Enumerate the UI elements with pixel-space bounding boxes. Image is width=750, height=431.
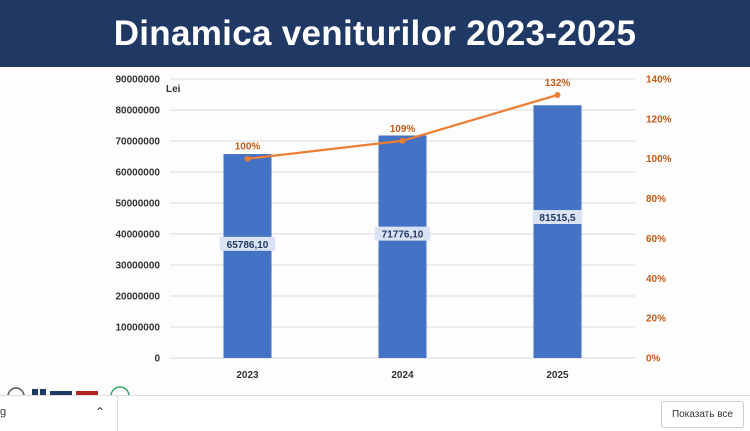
line-value-label: 132% <box>545 78 571 89</box>
revenue-chart: 65786,10 71776,10 81515,5 100% 109% 132% 0 100… <box>116 75 672 382</box>
download-item[interactable]: g ⌃ <box>0 396 118 431</box>
download-item-label: g <box>0 406 7 418</box>
download-bar: g ⌃ Показать все <box>0 395 750 431</box>
x-tick-label: 2023 <box>236 370 259 381</box>
y-tick-label: 0 <box>154 354 160 365</box>
bar-value-label: 65786,10 <box>227 240 269 251</box>
y2-tick-label: 140% <box>646 75 672 86</box>
y2-tick-label: 80% <box>646 194 666 205</box>
page-title: Dinamica veniturilor 2023-2025 <box>113 13 637 53</box>
x-tick-label: 2024 <box>391 370 414 381</box>
bar-value-label: 81515,5 <box>539 213 576 224</box>
y2-tick-label: 100% <box>646 154 672 165</box>
y-tick-label: 50000000 <box>116 199 161 210</box>
chart-area: 65786,10 71776,10 81515,5 100% 109% 132% 0 100… <box>0 67 750 395</box>
line-value-label: 100% <box>235 142 261 153</box>
y-tick-label: 70000000 <box>116 137 161 148</box>
bar <box>378 135 427 358</box>
title-banner: Dinamica veniturilor 2023-2025 <box>0 0 750 67</box>
y-tick-label: 60000000 <box>116 168 161 179</box>
y-tick-label: 80000000 <box>116 106 161 117</box>
bar-label-box <box>374 226 431 241</box>
bar <box>533 105 582 359</box>
y-tick-label: 40000000 <box>116 230 161 241</box>
y-axis-label: Lei <box>166 84 181 95</box>
y2-tick-label: 40% <box>646 274 666 285</box>
bar-value-label: 71776,10 <box>382 230 424 241</box>
y2-tick-label: 0% <box>646 354 661 365</box>
show-all-button[interactable]: Показать все <box>660 401 744 428</box>
y2-tick-label: 20% <box>646 314 666 325</box>
y-tick-label: 10000000 <box>116 323 161 334</box>
x-tick-label: 2025 <box>546 370 569 381</box>
y-tick-label: 90000000 <box>116 75 161 86</box>
line-point <box>554 91 561 98</box>
line-point <box>244 155 251 162</box>
bar <box>223 154 272 358</box>
bar-label-box <box>219 236 276 251</box>
line-point <box>399 137 406 144</box>
chevron-up-icon[interactable]: ⌃ <box>95 405 106 419</box>
y2-tick-label: 120% <box>646 114 672 125</box>
line-value-label: 109% <box>390 124 416 135</box>
y-tick-label: 20000000 <box>116 292 161 303</box>
y2-tick-label: 60% <box>646 234 666 245</box>
y-tick-label: 30000000 <box>116 261 161 272</box>
bar-label-box <box>532 210 583 225</box>
